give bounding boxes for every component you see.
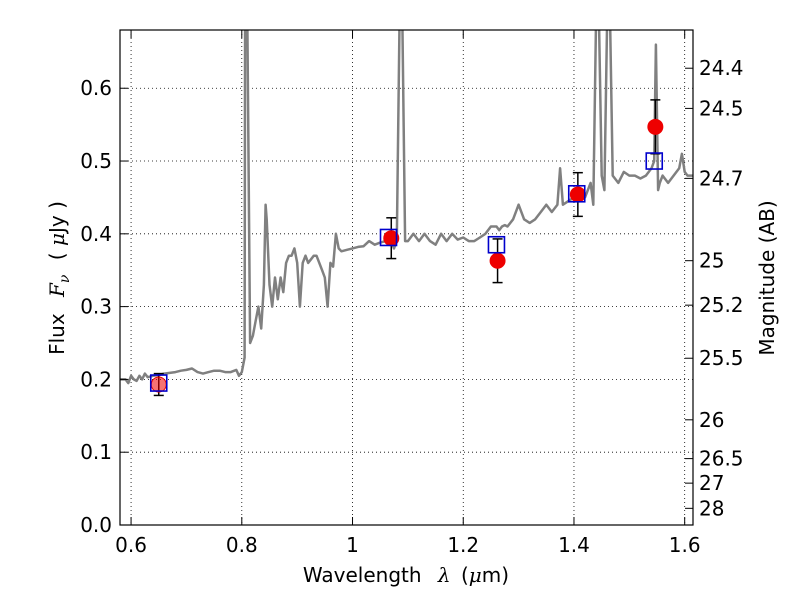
plot-area [120, 30, 693, 385]
model-point [379, 228, 398, 247]
model-point [567, 184, 586, 203]
y2-tick-label: 27 [699, 471, 724, 495]
observed-point [569, 186, 586, 203]
data-markers [149, 99, 664, 397]
model-point [487, 235, 506, 254]
x-axis-label-symbol: λ [437, 563, 451, 587]
x-tick-label: 0.8 [226, 533, 258, 557]
y2-axis-label: Magnitude (AB) [755, 200, 779, 355]
y-axis-label-text: Flux [45, 313, 69, 355]
y-tick-label: 0.1 [80, 440, 112, 464]
x-tick-label: 1.6 [669, 533, 701, 557]
model-point [149, 374, 168, 392]
x-axis-label-text: Wavelength [303, 563, 422, 587]
y2-tick-label: 24.5 [699, 96, 744, 120]
y2-tick-label: 25 [699, 249, 724, 273]
y2-tick-label: 26 [699, 408, 724, 432]
spectrum-line [120, 30, 693, 385]
y-tick-label: 0.0 [80, 513, 112, 537]
observed-point [647, 118, 664, 135]
y-axis-label-unit-mu: μ [45, 233, 69, 246]
y-tick-label: 0.4 [80, 222, 112, 246]
y2-tick-label: 24.4 [699, 56, 744, 80]
x-axis-label-unit-mu: μ [469, 563, 482, 587]
y-axis-label-unit-open: ( [45, 252, 69, 260]
observed-point [150, 376, 167, 393]
y-axis-label-unit-rest: Jy ) [45, 201, 69, 235]
y-tick-label: 0.5 [80, 149, 112, 173]
x-tick-label: 1.4 [558, 533, 590, 557]
x-tick-label: 1.2 [447, 533, 479, 557]
y2-tick-label: 26.5 [699, 447, 744, 471]
observed-point [489, 252, 506, 269]
y-axis-label-symbol: F [45, 282, 69, 298]
y-tick-label: 0.2 [80, 367, 112, 391]
y2-tick-label: 28 [699, 496, 724, 520]
axes-frame [119, 29, 694, 526]
x-axis-label-unit-rest: m) [482, 563, 509, 587]
x-tick-label: 0.6 [115, 533, 147, 557]
x-axis-label-unit-open: ( [461, 563, 469, 587]
y-axis-label: Flux Fν ( μJy ) [45, 201, 74, 355]
x-tick-label: 1 [346, 533, 359, 557]
y2-tick-label: 25.5 [699, 346, 744, 370]
grid [120, 30, 693, 526]
y-tick-label: 0.6 [80, 76, 112, 100]
y-axis-label-subscript: ν [57, 274, 73, 283]
model-point [645, 152, 664, 170]
ticks: 0.6 0.8 1 1.2 1.4 1.6 0.0 0.1 0.2 0.3 0.4 0.5 0.6 24.… [80, 30, 744, 557]
y2-tick-label: 24.7 [699, 166, 744, 190]
y2-tick-label: 25.2 [699, 293, 744, 317]
x-axis-label: Wavelength λ (μm) [303, 563, 509, 587]
y-tick-label: 0.3 [80, 295, 112, 319]
